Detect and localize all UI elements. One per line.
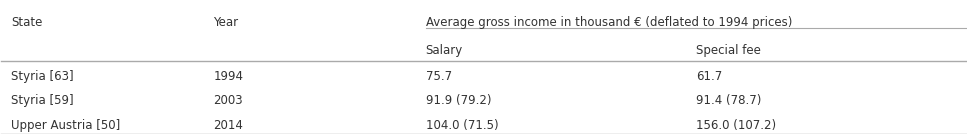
Text: Average gross income in thousand € (deflated to 1994 prices): Average gross income in thousand € (defl… bbox=[425, 16, 792, 29]
Text: 104.0 (71.5): 104.0 (71.5) bbox=[425, 119, 498, 132]
Text: 91.4 (78.7): 91.4 (78.7) bbox=[695, 94, 761, 107]
Text: 91.9 (79.2): 91.9 (79.2) bbox=[425, 94, 491, 107]
Text: Salary: Salary bbox=[425, 44, 463, 57]
Text: 2003: 2003 bbox=[214, 94, 243, 107]
Text: 75.7: 75.7 bbox=[425, 70, 452, 83]
Text: State: State bbox=[11, 16, 43, 29]
Text: 2014: 2014 bbox=[214, 119, 244, 132]
Text: Styria [59]: Styria [59] bbox=[11, 94, 73, 107]
Text: 1994: 1994 bbox=[214, 70, 244, 83]
Text: 156.0 (107.2): 156.0 (107.2) bbox=[695, 119, 776, 132]
Text: Upper Austria [50]: Upper Austria [50] bbox=[11, 119, 120, 132]
Text: Special fee: Special fee bbox=[695, 44, 760, 57]
Text: Year: Year bbox=[214, 16, 239, 29]
Text: Styria [63]: Styria [63] bbox=[11, 70, 73, 83]
Text: 61.7: 61.7 bbox=[695, 70, 722, 83]
